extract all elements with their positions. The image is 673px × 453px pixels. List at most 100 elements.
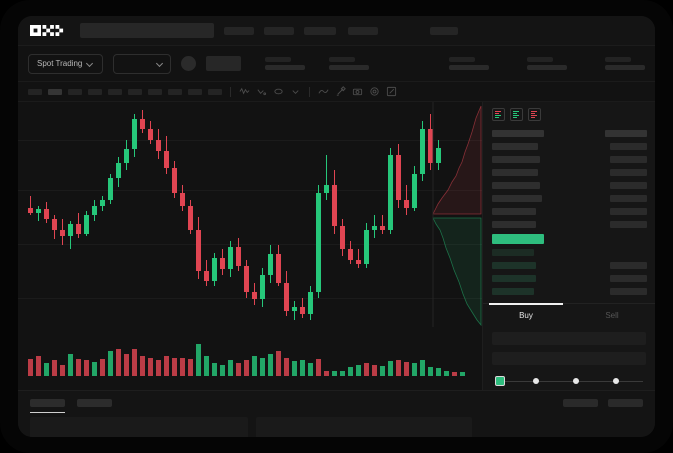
- dropdown-icon[interactable]: [290, 86, 301, 97]
- orderbook-ask-row[interactable]: [492, 205, 647, 218]
- slider-line: [499, 381, 643, 382]
- volume-bar-8: [92, 362, 97, 376]
- line-chart-icon[interactable]: [318, 86, 329, 97]
- tab-sell[interactable]: Sell: [605, 311, 619, 320]
- orderbook-bid-rows: [492, 246, 647, 298]
- chart-type-candles-icon[interactable]: [239, 86, 250, 97]
- chevron-down-icon: [157, 60, 164, 67]
- chart-gridline-0: [18, 140, 482, 141]
- bottom-action-2[interactable]: [608, 399, 643, 407]
- volume-bar-50: [428, 366, 433, 376]
- timeframe-1mo[interactable]: [188, 88, 202, 95]
- volume-bar-30: [268, 354, 273, 376]
- volume-bar-25: [228, 360, 233, 376]
- orderbook-ask-row[interactable]: [492, 153, 647, 166]
- timeframe-30m[interactable]: [88, 88, 102, 95]
- orderbook-ask-rows: [492, 140, 647, 231]
- chart-gridline-1: [18, 190, 482, 191]
- volume-bar-49: [420, 360, 425, 376]
- fullscreen-icon[interactable]: [386, 86, 397, 97]
- drawing-tools-icon[interactable]: [335, 86, 346, 97]
- order-amount-field[interactable]: [492, 352, 646, 365]
- orderbook-ask-row[interactable]: [492, 218, 647, 231]
- settings-gear-icon[interactable]: [369, 86, 380, 97]
- stat-24h-low: [449, 57, 489, 70]
- volume-bar-1: [36, 355, 41, 376]
- bid-amount-cell: [610, 275, 647, 282]
- volume-bar-24: [220, 365, 225, 376]
- volume-bar-28: [252, 355, 257, 376]
- compare-icon[interactable]: [273, 86, 284, 97]
- orderbook-bid-row[interactable]: [492, 246, 647, 259]
- timeframe-1w[interactable]: [168, 88, 182, 95]
- volume-bar-42: [364, 363, 369, 376]
- chart-gridline-3: [18, 298, 482, 299]
- orderbook-ask-row[interactable]: [492, 192, 647, 205]
- bid-amount-cell: [610, 288, 647, 295]
- volume-bar-37: [324, 370, 329, 376]
- slider-step-25[interactable]: [533, 378, 539, 384]
- chart-column: [18, 102, 482, 390]
- orderbook-ask-row[interactable]: [492, 179, 647, 192]
- camera-icon[interactable]: [352, 86, 363, 97]
- orderbook-bid-row[interactable]: [492, 272, 647, 285]
- trading-mode-selector[interactable]: Spot Trading: [28, 53, 104, 74]
- search-input[interactable]: [80, 23, 214, 38]
- timeframe-5m[interactable]: [48, 88, 62, 95]
- orderbook-price-column-header: [492, 130, 544, 137]
- orderbook-bid-row[interactable]: [492, 259, 647, 272]
- orderbook-amount-column-header: [605, 130, 647, 137]
- volume-bar-40: [348, 366, 353, 376]
- indicators-icon[interactable]: [256, 86, 267, 97]
- timeframe-1h[interactable]: [108, 88, 122, 95]
- timeframe-1m[interactable]: [28, 88, 42, 95]
- tab-order-history[interactable]: [77, 399, 112, 407]
- orderbook-view-asks-icon[interactable]: [528, 108, 541, 121]
- order-form-tabs: Buy Sell: [483, 303, 655, 326]
- orderbook-ask-row[interactable]: [492, 166, 647, 179]
- okx-logo[interactable]: [30, 25, 64, 36]
- ask-price-cell: [492, 182, 540, 189]
- orderbook-ask-row[interactable]: [492, 140, 647, 153]
- timeframe-15m[interactable]: [68, 88, 82, 95]
- trading-pair-selector[interactable]: [113, 53, 171, 74]
- bid-price-cell: [492, 288, 534, 295]
- volume-bar-43: [372, 365, 377, 376]
- volume-bar-5: [68, 354, 73, 376]
- slider-handle[interactable]: [495, 376, 505, 386]
- volume-bar-48: [412, 363, 417, 376]
- order-amount-slider[interactable]: [483, 371, 655, 386]
- ask-price-cell: [492, 208, 536, 215]
- volume-bar-27: [244, 359, 249, 376]
- nav-item-1[interactable]: [224, 26, 254, 35]
- last-price-display: [205, 56, 241, 71]
- timeframe-more[interactable]: [208, 88, 222, 95]
- ask-price-cell: [492, 143, 538, 150]
- price-chart[interactable]: [18, 102, 482, 327]
- nav-item-3[interactable]: [304, 26, 336, 35]
- slider-step-50[interactable]: [573, 378, 579, 384]
- nav-item-5[interactable]: [430, 26, 458, 35]
- volume-bar-20: [188, 358, 193, 376]
- order-price-field[interactable]: [492, 332, 646, 345]
- ask-amount-cell: [610, 195, 647, 202]
- slider-step-75[interactable]: [613, 378, 619, 384]
- app-screen: Spot Trading: [18, 16, 655, 437]
- nav-item-4[interactable]: [348, 26, 378, 35]
- ask-price-cell: [492, 156, 540, 163]
- tab-buy[interactable]: Buy: [483, 303, 569, 326]
- stat-24h-high: [329, 57, 369, 70]
- nav-item-2[interactable]: [264, 26, 294, 35]
- volume-bar-54: [460, 372, 465, 376]
- orderbook-last-price-row[interactable]: [492, 231, 647, 246]
- slider-track[interactable]: [495, 376, 645, 386]
- volume-bar-3: [52, 360, 57, 376]
- orderbook-view-bids-icon[interactable]: [510, 108, 523, 121]
- timeframe-4h[interactable]: [128, 88, 142, 95]
- tab-open-orders[interactable]: [30, 399, 65, 413]
- timeframe-1d[interactable]: [148, 88, 162, 95]
- orderbook-view-both-icon[interactable]: [492, 108, 505, 121]
- bottom-action-1[interactable]: [563, 399, 598, 407]
- volume-chart: [18, 327, 482, 390]
- orderbook-bid-row[interactable]: [492, 285, 647, 298]
